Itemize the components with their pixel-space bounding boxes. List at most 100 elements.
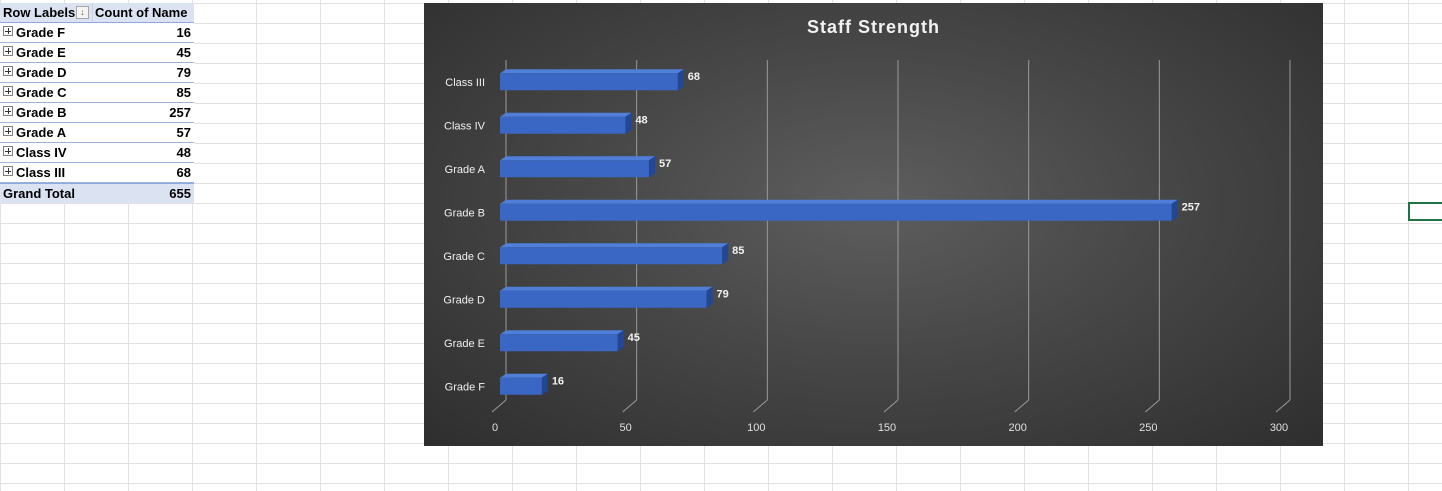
expand-plus-icon[interactable]	[3, 166, 13, 176]
bar-side-face	[706, 286, 713, 308]
data-label: 45	[628, 332, 640, 344]
bar-top-face	[500, 156, 655, 161]
category-label: Grade D	[443, 294, 485, 306]
pivot-row-value: 48	[176, 145, 191, 160]
pivot-row[interactable]: Class III 68	[0, 163, 194, 183]
gridline-floor	[1275, 399, 1291, 413]
pivot-row-value: 57	[176, 125, 191, 140]
pivot-row[interactable]: Grade B 257	[0, 103, 194, 123]
gridline-floor	[753, 399, 768, 413]
pivot-row-value: 79	[176, 65, 191, 80]
bar-top-face	[500, 243, 729, 248]
pivot-row-value: 16	[176, 25, 191, 40]
pivot-row-value: 257	[169, 105, 191, 120]
expand-plus-icon[interactable]	[3, 146, 13, 156]
data-label: 48	[635, 114, 647, 126]
filter-sort-icon[interactable]: ↓	[76, 6, 89, 19]
bar	[500, 247, 723, 265]
category-label: Class IV	[444, 120, 486, 132]
pivot-row[interactable]: Grade F 16	[0, 23, 194, 43]
bar	[500, 334, 618, 352]
gridline-floor	[883, 399, 899, 413]
pivot-row[interactable]: Class IV 48	[0, 143, 194, 163]
staff-strength-chart[interactable]: Staff Strength 0 50 100 150 200 250 300 Class I…	[424, 3, 1323, 446]
grand-total-row[interactable]: Grand Total 655	[0, 183, 194, 203]
pivot-row-value: 45	[176, 45, 191, 60]
expand-plus-icon[interactable]	[3, 26, 13, 36]
data-label: 16	[552, 375, 564, 387]
bar-top-face	[500, 69, 684, 74]
data-label: 68	[688, 71, 700, 83]
grand-total-label: Grand Total	[3, 186, 75, 201]
category-label: Grade E	[444, 338, 485, 350]
grand-total-value: 655	[169, 186, 191, 201]
data-label: 79	[716, 288, 728, 300]
bar-side-face	[625, 112, 632, 134]
x-tick-label: 300	[1270, 422, 1288, 434]
pivot-row-label-text: Grade C	[16, 85, 67, 100]
pivot-row-label: Class III	[3, 165, 65, 180]
bar-top-face	[500, 373, 548, 378]
pivot-row-label-text: Grade F	[16, 25, 66, 40]
chart-title: Staff Strength	[807, 17, 940, 37]
bar	[500, 203, 1172, 221]
pivot-header-row: Row Labels ↓ Count of Name	[0, 3, 194, 23]
bar-side-face	[617, 330, 624, 352]
count-of-name-header[interactable]: Count of Name	[95, 5, 188, 20]
pivot-row-label: Grade C	[3, 85, 67, 100]
bar	[500, 290, 707, 308]
expand-plus-icon[interactable]	[3, 86, 13, 96]
pivot-row-label: Grade A	[3, 125, 66, 140]
bar-side-face	[541, 373, 548, 395]
pivot-row[interactable]: Grade A 57	[0, 123, 194, 143]
category-label: Class III	[445, 77, 485, 89]
bar-side-face	[677, 69, 684, 91]
pivot-row-label: Class IV	[3, 145, 67, 160]
pivot-row-label-text: Grade E	[16, 45, 66, 60]
pivot-row-label-text: Class IV	[16, 145, 67, 160]
x-tick-label: 50	[620, 422, 632, 434]
x-tick-label: 0	[492, 422, 498, 434]
expand-plus-icon[interactable]	[3, 46, 13, 56]
pivot-row-label: Grade B	[3, 105, 67, 120]
data-label: 85	[732, 245, 744, 257]
pivot-rows: Grade F 16 Grade E 45 Grade D 79 Grade C 85 Grad…	[0, 23, 194, 183]
x-tick-label: 100	[747, 422, 765, 434]
expand-plus-icon[interactable]	[3, 126, 13, 136]
selected-cell[interactable]	[1408, 202, 1442, 221]
gridline-floor	[1014, 399, 1029, 413]
bar	[500, 160, 649, 178]
pivot-row-label-text: Grade A	[16, 125, 67, 140]
category-label: Grade A	[445, 164, 486, 176]
expand-plus-icon[interactable]	[3, 106, 13, 116]
pivot-row[interactable]: Grade E 45	[0, 43, 194, 63]
pivot-row[interactable]: Grade C 85	[0, 83, 194, 103]
gridline-floor	[491, 399, 507, 413]
pivot-table: Row Labels ↓ Count of Name Grade F 16 Grad…	[0, 3, 194, 203]
pivot-row[interactable]: Grade D 79	[0, 63, 194, 83]
chart-plot-area: 0 50 100 150 200 250 300 Class III 68 Class IV 48 G…	[443, 60, 1291, 434]
category-label: Grade F	[445, 381, 486, 393]
x-tick-label: 150	[878, 422, 896, 434]
bar	[500, 116, 626, 134]
bar-side-face	[648, 156, 655, 178]
bar-top-face	[500, 286, 713, 291]
pivot-row-label: Grade E	[3, 45, 66, 60]
gridline-floor	[622, 399, 637, 413]
gridline-floor	[1145, 399, 1160, 413]
x-tick-label: 250	[1139, 422, 1157, 434]
pivot-row-value: 85	[176, 85, 191, 100]
pivot-row-label: Grade D	[3, 65, 67, 80]
bar	[500, 377, 542, 395]
bar-top-face	[500, 112, 632, 117]
bar	[500, 73, 678, 91]
pivot-row-value: 68	[176, 165, 191, 180]
bar-top-face	[500, 330, 624, 335]
pivot-row-label: Grade F	[3, 25, 65, 40]
expand-plus-icon[interactable]	[3, 66, 13, 76]
x-tick-label: 200	[1008, 422, 1026, 434]
bar-side-face	[722, 243, 729, 265]
data-label: 257	[1182, 201, 1200, 213]
header-divider	[92, 3, 93, 22]
row-labels-header[interactable]: Row Labels	[3, 5, 76, 20]
